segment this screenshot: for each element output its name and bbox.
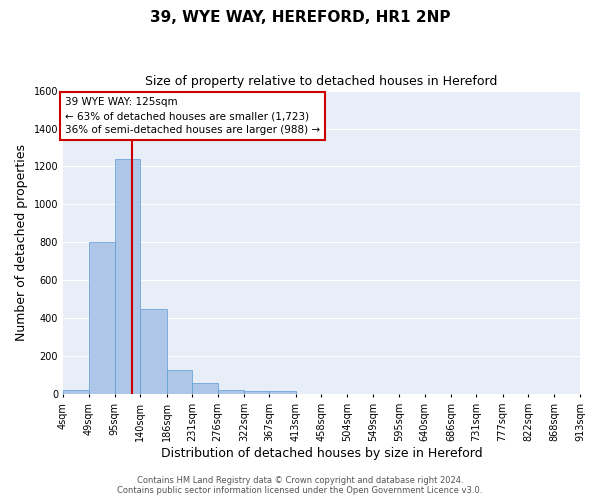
Bar [140,309,167,394]
Title: Size of property relative to detached houses in Hereford: Size of property relative to detached ho… [145,75,498,88]
Bar [192,383,218,394]
Text: 39, WYE WAY, HEREFORD, HR1 2NP: 39, WYE WAY, HEREFORD, HR1 2NP [150,10,450,25]
Bar [89,242,115,394]
Bar [167,370,192,394]
Bar [63,390,89,394]
Bar [244,392,269,394]
Bar [269,392,296,394]
Bar [115,159,140,394]
Text: 39 WYE WAY: 125sqm
← 63% of detached houses are smaller (1,723)
36% of semi-deta: 39 WYE WAY: 125sqm ← 63% of detached hou… [65,97,320,135]
Y-axis label: Number of detached properties: Number of detached properties [15,144,28,341]
Text: Contains HM Land Registry data © Crown copyright and database right 2024.
Contai: Contains HM Land Registry data © Crown c… [118,476,482,495]
Bar [218,390,244,394]
X-axis label: Distribution of detached houses by size in Hereford: Distribution of detached houses by size … [161,447,482,460]
